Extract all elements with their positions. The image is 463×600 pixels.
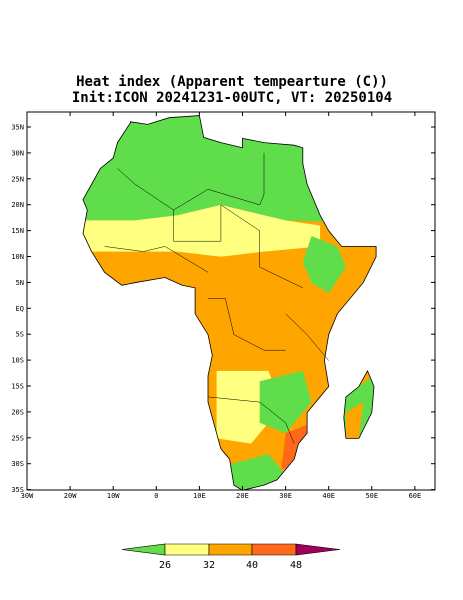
colorbar-segment	[208, 543, 253, 556]
border	[207, 396, 295, 444]
lat-label: 20N	[11, 201, 24, 209]
colorbar-label: 48	[290, 560, 302, 571]
coastline	[82, 115, 377, 491]
colorbar-label: 40	[246, 560, 258, 571]
lon-label: 60E	[409, 492, 422, 500]
map-title: Heat index (Apparent tempearture (C))	[76, 74, 388, 90]
colorbar-label: 32	[203, 560, 215, 571]
border	[117, 152, 265, 211]
colorbar-segment	[295, 543, 341, 556]
lon-label: 30W	[21, 492, 34, 500]
colorbar-segment	[251, 543, 297, 556]
colorbar-label: 26	[159, 560, 171, 571]
map-subtitle: Init:ICON 20241231-00UTC, VT: 20250104	[72, 90, 392, 106]
lon-label: 10W	[107, 492, 120, 500]
border	[173, 204, 303, 289]
lat-label: 10S	[11, 357, 24, 365]
lat-label: 5N	[16, 279, 24, 287]
lon-label: 10E	[193, 492, 206, 500]
colorbar-segment	[164, 543, 210, 556]
coastline	[343, 369, 375, 439]
border	[208, 298, 286, 351]
colorbar-segment	[121, 543, 166, 556]
lon-label: 20W	[64, 492, 77, 500]
lon-label: 50E	[365, 492, 378, 500]
lon-label: 30E	[279, 492, 292, 500]
lon-label: 20E	[236, 492, 249, 500]
border	[285, 313, 329, 361]
heat-zone	[345, 402, 364, 439]
lat-label: 35S	[11, 486, 24, 494]
lon-label: 0	[154, 492, 158, 500]
lat-label: 30S	[11, 460, 24, 468]
lat-label: 5S	[16, 331, 24, 339]
border	[104, 246, 209, 273]
lat-label: 35N	[11, 124, 24, 132]
lat-label: 10N	[11, 253, 24, 261]
heat-zone	[302, 236, 346, 294]
heat-zone	[259, 370, 312, 434]
lat-label: 20S	[11, 408, 24, 416]
lat-label: EQ	[16, 305, 24, 313]
lat-label: 25N	[11, 175, 24, 183]
heat-zone	[225, 454, 286, 491]
borders	[104, 152, 329, 444]
lat-label: 30N	[11, 149, 24, 157]
axis-ticks: 35N 30N 25N 20N 15N 10N 5N EQ 5S 10S 15S 20S 25S 30S 3…	[11, 112, 435, 500]
lat-label: 15N	[11, 227, 24, 235]
lat-label: 25S	[11, 434, 24, 442]
colorbar: 26 32 40 48	[121, 543, 341, 571]
lon-label: 40E	[322, 492, 335, 500]
lat-label: 15S	[11, 383, 24, 391]
